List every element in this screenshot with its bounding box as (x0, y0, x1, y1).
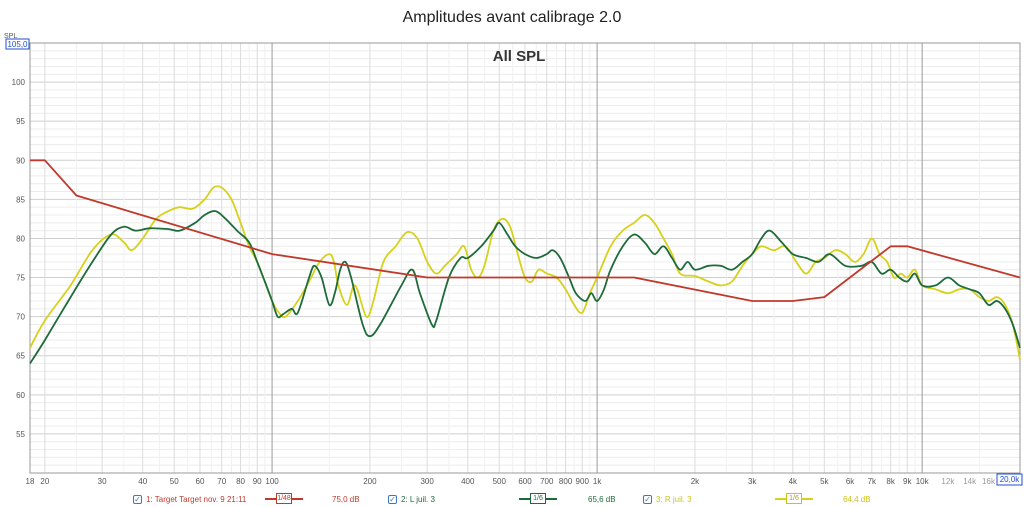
grid (30, 43, 1021, 473)
x-end-value-box[interactable] (996, 473, 1023, 486)
smoothing-swatch-left[interactable]: 1/6 (519, 493, 557, 505)
x-tick-label: 14k (963, 477, 977, 486)
smoothing-label-target: 1/48 (276, 493, 292, 504)
smoothing-label-left: 1/6 (530, 493, 546, 504)
y-tick-label: 85 (16, 195, 25, 204)
y-tick-label: 80 (16, 234, 25, 243)
y-top-value: 105,0 (7, 40, 28, 49)
x-tick-label: 500 (493, 477, 507, 486)
y-axis-label: SPL (4, 33, 17, 40)
y-tick-label: 65 (16, 352, 25, 361)
checkbox-icon[interactable]: ✓ (388, 494, 397, 504)
y-tick-label: 90 (16, 156, 25, 165)
x-tick-label: 5k (820, 477, 829, 486)
y-tick-label: 55 (16, 430, 25, 439)
x-tick-label: 30 (98, 477, 107, 486)
x-tick-label: 8k (886, 477, 895, 486)
series-line-target (30, 159, 1021, 302)
x-tick-label: 70 (217, 477, 226, 486)
x-tick-label: 400 (461, 477, 475, 486)
y-tick-label: 75 (16, 274, 25, 283)
legend-item-target[interactable]: ✓ 1: Target Target nov. 9 21:11 (133, 492, 246, 506)
x-tick-label: 300 (420, 477, 434, 486)
plot-label: All SPL (493, 48, 546, 65)
x-tick-label: 4k (789, 477, 798, 486)
x-tick-label: 900 (576, 477, 590, 486)
legend-item-right[interactable]: ✓ 3: R juil. 3 (643, 492, 692, 506)
legend-level-target: 75,0 dB (332, 494, 360, 504)
x-tick-label: 200 (363, 477, 377, 486)
checkbox-icon[interactable]: ✓ (643, 494, 652, 504)
x-tick-label: 18 (26, 477, 35, 486)
series-line-right (29, 185, 1021, 360)
x-end-value: 20,0k (1000, 475, 1021, 484)
x-tick-label: 12k (941, 477, 955, 486)
x-tick-label: 20 (40, 477, 49, 486)
x-tick-label: 7k (868, 477, 877, 486)
chart-title: Amplitudes avant calibrage 2.0 (403, 9, 622, 26)
smoothing-swatch-right[interactable]: 1/6 (775, 493, 813, 505)
x-tick-label: 80 (236, 477, 245, 486)
x-tick-label: 60 (196, 477, 205, 486)
legend: ✓ 1: Target Target nov. 9 21:11 1/48 75,… (0, 492, 1024, 506)
legend-label-target: 1: Target Target nov. 9 21:11 (146, 494, 247, 504)
x-tick-label: 50 (170, 477, 179, 486)
x-tick-label: 40 (138, 477, 147, 486)
series-lines (29, 159, 1021, 364)
x-tick-label: 3k (748, 477, 757, 486)
legend-level-right: 64,4 dB (843, 494, 871, 504)
x-tick-label: 9k (903, 477, 912, 486)
y-tick-label: 100 (12, 78, 26, 87)
x-tick-label: 600 (518, 477, 532, 486)
checkbox-icon[interactable]: ✓ (133, 494, 142, 504)
legend-item-left[interactable]: ✓ 2: L juil. 3 (388, 492, 435, 506)
smoothing-swatch-target[interactable]: 1/48 (265, 493, 303, 505)
y-top-value-box[interactable] (5, 38, 30, 50)
x-tick-label: 2k (691, 477, 700, 486)
x-tick-label: 10k (916, 477, 930, 486)
smoothing-label-right: 1/6 (786, 493, 802, 504)
y-tick-label: 95 (16, 117, 25, 126)
plot-frame (29, 42, 1021, 474)
legend-label-left: 2: L juil. 3 (401, 494, 435, 504)
x-tick-label: 100 (265, 477, 279, 486)
legend-level-left: 65,6 dB (588, 494, 616, 504)
y-tick-label: 70 (16, 313, 25, 322)
x-tick-label: 700 (540, 477, 554, 486)
y-tick-label: 60 (16, 391, 25, 400)
x-tick-label: 90 (253, 477, 262, 486)
x-tick-label: 1k (593, 477, 602, 486)
legend-label-right: 3: R juil. 3 (656, 494, 692, 504)
x-tick-label: 800 (559, 477, 573, 486)
x-tick-label: 16k (982, 477, 996, 486)
x-tick-label: 6k (846, 477, 855, 486)
